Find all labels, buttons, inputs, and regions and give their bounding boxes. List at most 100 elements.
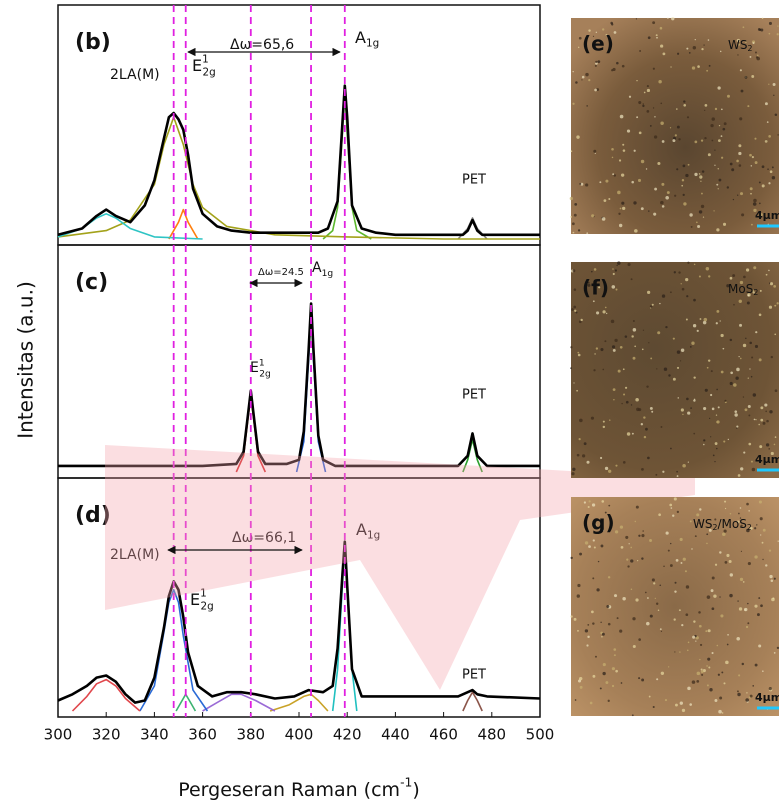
speckle xyxy=(701,192,703,195)
speckle xyxy=(585,72,589,77)
speckle xyxy=(661,294,666,298)
speckle xyxy=(698,173,701,175)
speckle xyxy=(768,83,770,85)
spectrum-line xyxy=(57,540,541,704)
speckle xyxy=(635,505,639,509)
speckle xyxy=(774,333,777,336)
speckle xyxy=(749,368,751,370)
annotation: E1 2g xyxy=(250,358,271,379)
speckle xyxy=(611,69,614,72)
speckle xyxy=(696,513,700,517)
speckle xyxy=(704,388,708,392)
speckle xyxy=(687,461,689,463)
speckle xyxy=(708,528,712,532)
speckle xyxy=(622,206,626,211)
speckle xyxy=(759,289,762,292)
speckle xyxy=(578,438,581,441)
speckle xyxy=(764,139,768,143)
annotation: A1g xyxy=(356,520,380,542)
speckle xyxy=(570,367,572,370)
speckle xyxy=(752,42,755,45)
speckle xyxy=(592,523,597,527)
speckle xyxy=(699,318,702,320)
speckle xyxy=(777,25,779,27)
speckle xyxy=(733,303,735,306)
speckle xyxy=(661,140,665,143)
speckle xyxy=(632,356,636,360)
speckle xyxy=(581,75,585,79)
speckle xyxy=(620,682,623,684)
speckle xyxy=(760,534,762,536)
speckle xyxy=(601,632,605,636)
text-part: 2g xyxy=(202,66,215,78)
speckle xyxy=(670,447,672,450)
text-part: 1g xyxy=(322,268,334,278)
speckle xyxy=(605,33,608,36)
speckle xyxy=(586,232,589,235)
speckle xyxy=(758,644,762,648)
speckle xyxy=(668,666,670,668)
speckle xyxy=(588,545,591,548)
spectrum-line xyxy=(202,693,276,712)
speckle xyxy=(736,690,739,693)
speckle xyxy=(775,697,778,701)
speckle xyxy=(686,397,689,401)
speckle xyxy=(661,182,665,186)
text-part: A xyxy=(356,520,367,539)
speckle xyxy=(697,65,700,68)
speckle xyxy=(672,514,675,517)
speckle xyxy=(678,271,681,274)
speckle xyxy=(670,507,673,509)
speckle xyxy=(600,347,604,352)
speckle xyxy=(657,331,661,335)
speckle xyxy=(687,163,690,166)
speckle xyxy=(722,222,727,226)
speckle xyxy=(709,688,713,692)
text-part: WS xyxy=(693,517,712,531)
speckle xyxy=(575,81,578,84)
speckle xyxy=(611,684,615,688)
speckle xyxy=(768,448,771,450)
speckle xyxy=(756,54,759,57)
speckle xyxy=(613,399,615,401)
speckle xyxy=(768,549,772,552)
speckle xyxy=(716,420,720,424)
speckle xyxy=(641,467,644,471)
speckle xyxy=(572,102,575,105)
speckle xyxy=(642,103,644,105)
speckle xyxy=(649,539,652,542)
speckle xyxy=(601,635,603,638)
speckle xyxy=(638,638,641,641)
speckle xyxy=(737,600,739,602)
speckle xyxy=(678,138,681,141)
text-part: MoS xyxy=(728,282,753,296)
speckle xyxy=(761,17,764,20)
speckle xyxy=(751,467,756,472)
speckle xyxy=(749,55,752,58)
speckle xyxy=(711,607,715,611)
speckle xyxy=(762,670,764,672)
text-part: 2 xyxy=(747,44,752,53)
speckle xyxy=(753,208,757,213)
speckle xyxy=(646,88,651,93)
speckle xyxy=(663,565,665,568)
speckle xyxy=(768,135,771,138)
spectrum-line xyxy=(462,691,483,712)
speckle xyxy=(641,678,645,682)
text-part: E xyxy=(192,56,202,75)
speckle xyxy=(693,376,696,379)
speckle xyxy=(676,510,680,514)
speckle xyxy=(768,21,772,25)
speckle xyxy=(695,640,697,642)
speckle xyxy=(766,419,769,423)
speckle xyxy=(590,416,595,420)
speckle xyxy=(660,44,664,48)
speckle xyxy=(744,41,747,44)
speckle xyxy=(754,137,757,140)
speckle xyxy=(719,596,721,598)
speckle xyxy=(638,100,642,105)
text-part: 2 xyxy=(747,523,752,532)
speckle xyxy=(687,411,691,415)
speckle xyxy=(667,17,669,19)
